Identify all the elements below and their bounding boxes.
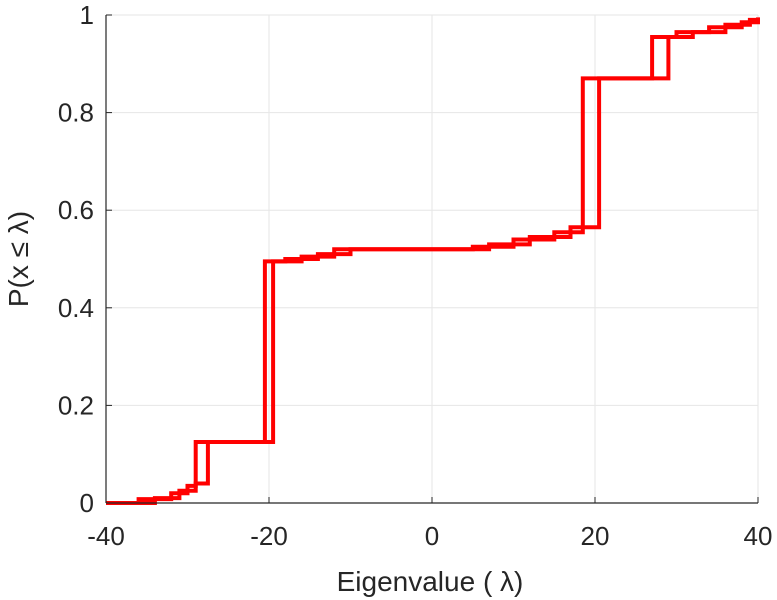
y-tick-label: 0.4 bbox=[58, 293, 94, 323]
axes bbox=[105, 14, 759, 504]
x-tick-label: 0 bbox=[425, 521, 439, 551]
x-tick-label: 40 bbox=[744, 521, 773, 551]
y-axis-label: P(x ≤ λ) bbox=[3, 211, 34, 307]
grid bbox=[105, 14, 759, 504]
tick-labels: -40 -20 0 20 40 0 0.2 0.4 0.6 0.8 1 bbox=[58, 0, 773, 551]
x-axis-label: Eigenvalue ( λ) bbox=[337, 566, 524, 597]
cdf-step-line-2 bbox=[106, 17, 760, 505]
y-tick-label: 0.8 bbox=[58, 98, 94, 128]
y-tick-label: 0 bbox=[80, 488, 94, 518]
series-group bbox=[106, 17, 760, 505]
y-tick-label: 0.6 bbox=[58, 195, 94, 225]
x-tick-label: -40 bbox=[87, 521, 125, 551]
y-tick-label: 1 bbox=[80, 0, 94, 30]
y-tick-label: 0.2 bbox=[58, 390, 94, 420]
x-tick-label: 20 bbox=[581, 521, 610, 551]
x-tick-label: -20 bbox=[250, 521, 288, 551]
